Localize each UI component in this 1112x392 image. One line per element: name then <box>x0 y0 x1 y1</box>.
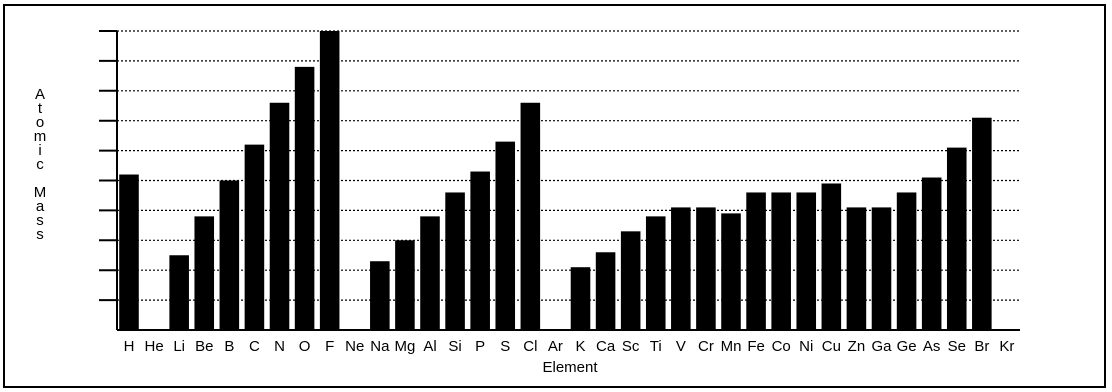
x-tick-label: Cu <box>822 338 841 355</box>
bar-h <box>119 174 139 330</box>
bar-na <box>370 261 390 330</box>
x-tick-label: Zn <box>848 338 866 355</box>
bar-c <box>244 144 265 330</box>
bar-b <box>219 180 240 330</box>
x-tick-label: Be <box>195 338 213 355</box>
bar-sc <box>620 231 641 330</box>
x-tick-label: K <box>575 338 585 355</box>
bar-be <box>194 216 215 330</box>
x-tick-label: Co <box>772 338 791 355</box>
bar-br <box>972 117 992 331</box>
x-tick-label: P <box>475 338 485 355</box>
x-tick-label: Se <box>948 338 966 355</box>
bar-co <box>771 192 791 330</box>
x-tick-label: Fe <box>747 338 765 355</box>
x-tick-labels: H He Li Be B C N O F Ne Na Mg Al Si P S Cl Ar K Ca Sc Ti V Cr Mn… <box>124 338 1015 355</box>
x-tick-label: Ne <box>345 338 364 355</box>
x-tick-label: O <box>299 338 311 355</box>
x-tick-label: B <box>224 338 234 355</box>
x-tick-label: Mg <box>394 338 415 355</box>
bar-k <box>570 267 591 330</box>
x-tick-label: Ca <box>596 338 616 355</box>
x-tick-label: Al <box>423 338 436 355</box>
bar-li <box>169 255 189 330</box>
bar-f <box>319 31 340 330</box>
x-tick-label: As <box>923 338 941 355</box>
x-tick-label: S <box>500 338 510 355</box>
bar-s <box>495 141 516 330</box>
axes <box>116 31 1020 331</box>
x-tick-label: Ni <box>799 338 813 355</box>
x-tick-label: Ge <box>897 338 917 355</box>
x-tick-label: Si <box>448 338 461 355</box>
bar-ni <box>796 192 817 330</box>
x-tick-label: Ga <box>871 338 892 355</box>
bar-cr <box>696 207 716 330</box>
bar-p <box>470 171 490 330</box>
bar-si <box>445 192 465 330</box>
gridlines <box>99 30 1020 302</box>
x-tick-label: Na <box>370 338 390 355</box>
bar-ti <box>645 216 666 330</box>
bar-mg <box>395 240 415 330</box>
bar-o <box>294 66 315 330</box>
bar-mn <box>721 213 741 330</box>
bar-fe <box>746 192 766 330</box>
x-tick-label: Kr <box>999 338 1014 355</box>
x-tick-label: H <box>124 338 135 355</box>
x-axis-label: Element <box>542 359 598 376</box>
bar-n <box>269 102 290 330</box>
bar-se <box>946 147 967 330</box>
x-tick-label: C <box>249 338 260 355</box>
x-tick-label: V <box>676 338 686 355</box>
bar-cu <box>821 183 842 330</box>
bar-ca <box>595 252 616 330</box>
bar-ge <box>896 192 917 330</box>
x-tick-label: Sc <box>622 338 640 355</box>
x-tick-label: Ti <box>650 338 662 355</box>
x-tick-label: N <box>274 338 285 355</box>
bar-zn <box>846 207 867 330</box>
x-tick-label: Ar <box>548 338 563 355</box>
x-tick-label: Cr <box>698 338 714 355</box>
x-tick-label: Cl <box>523 338 537 355</box>
bar-v <box>671 207 691 330</box>
bar-as <box>921 177 942 330</box>
bar-ga <box>871 207 892 330</box>
x-tick-label: Mn <box>721 338 742 355</box>
x-tick-label: He <box>144 338 163 355</box>
bars <box>119 31 992 331</box>
x-tick-label: Li <box>173 338 185 355</box>
x-tick-label: F <box>325 338 334 355</box>
x-tick-label: Br <box>974 338 989 355</box>
bar-al <box>420 216 440 330</box>
bar-cl <box>520 102 541 330</box>
